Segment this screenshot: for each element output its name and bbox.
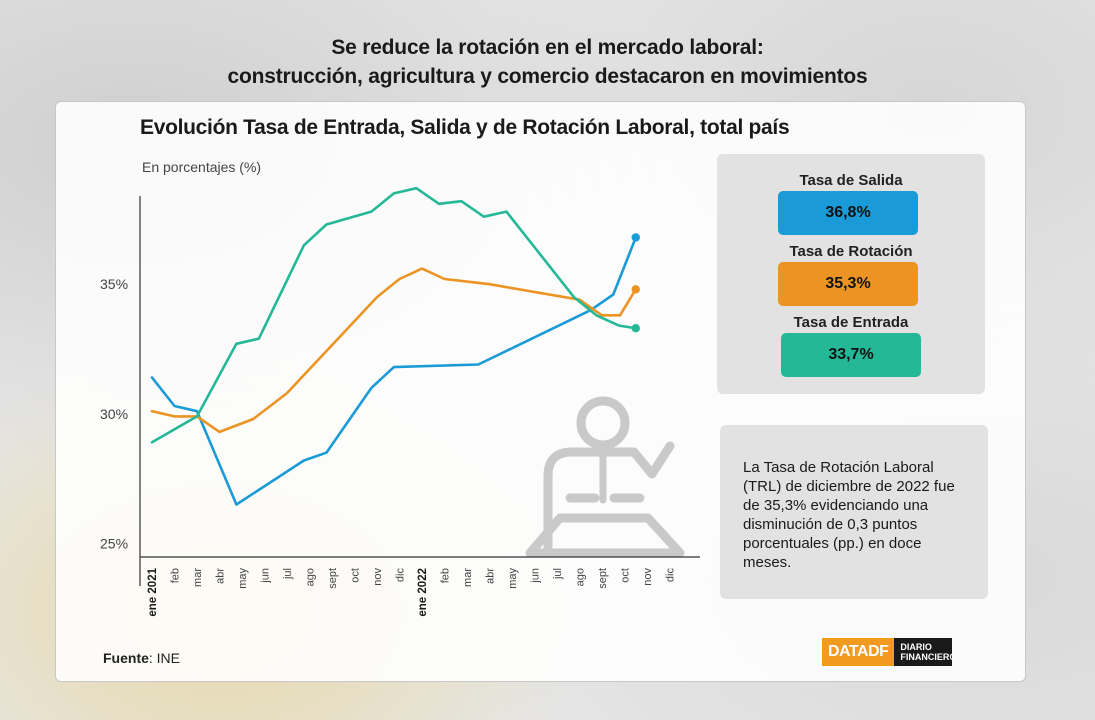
- x-tick-label: feb: [440, 568, 452, 583]
- worker-illustration-icon: [525, 396, 685, 558]
- brand-diario-line-1: DIARIO: [900, 642, 932, 652]
- page-title-line-1: Se reduce la rotación en el mercado labo…: [331, 36, 764, 59]
- x-tick-label: ago: [305, 568, 317, 586]
- x-tick-label: sept: [597, 568, 609, 589]
- series-end-point-salida: [631, 233, 640, 242]
- y-tick-label: 30%: [100, 406, 128, 422]
- x-tick-label: sept: [327, 568, 339, 589]
- y-tick-label: 25%: [100, 535, 128, 551]
- x-axis-labels: ene 2021 feb mar abr may jun jul ago sept oct nov d…: [147, 567, 677, 616]
- legend-entrada-title: Tasa de Entrada: [793, 314, 909, 331]
- legend-entrada-value: 33,7%: [781, 333, 921, 377]
- x-tick-label: may: [237, 568, 249, 589]
- series-end-point-rotacion: [631, 285, 640, 294]
- source-title: Fuente: [103, 650, 149, 666]
- series-line-entrada: [150, 186, 638, 444]
- x-tick-label: ene 2021: [147, 567, 159, 616]
- chart-title: Evolución Tasa de Entrada, Salida y de R…: [140, 116, 790, 139]
- x-tick-label: ago: [575, 568, 587, 586]
- x-tick-label: mar: [192, 568, 204, 587]
- x-tick-label: oct: [350, 568, 362, 583]
- x-tick-label: jun: [530, 568, 542, 584]
- x-tick-label: feb: [170, 568, 182, 583]
- x-tick-label: abr: [485, 568, 497, 584]
- source-label: Fuente: INE: [103, 650, 180, 666]
- chart-axes: [139, 196, 700, 586]
- brand-diario-financiero: DIARIO FINANCIERO: [894, 638, 957, 666]
- x-tick-label: ene 2022: [417, 568, 429, 617]
- x-tick-label: dic: [665, 568, 677, 583]
- legend-rotacion-title: Tasa de Rotación: [789, 243, 913, 260]
- legend-rotacion-value: 35,3%: [778, 262, 918, 306]
- note-panel: [720, 425, 988, 599]
- x-tick-label: oct: [620, 568, 632, 583]
- source-value: : INE: [148, 650, 181, 666]
- page-title-line-2: construcción, agricultura y comercio des…: [227, 65, 868, 88]
- series-end-point-entrada: [631, 324, 640, 333]
- y-axis-labels: 25% 30% 35%: [100, 276, 128, 551]
- series-line-salida: [150, 236, 638, 506]
- x-tick-label: nov: [642, 568, 654, 586]
- x-tick-label: jul: [282, 568, 294, 580]
- x-tick-label: nov: [372, 568, 384, 586]
- x-tick-label: abr: [215, 568, 227, 584]
- note-text: La Tasa de Rotación Laboral (TRL) de dic…: [743, 459, 955, 571]
- series-line-rotacion: [150, 267, 638, 434]
- x-tick-label: jul: [552, 568, 564, 580]
- legend-salida-value: 36,8%: [778, 191, 918, 235]
- brand-diario-line-2: FINANCIERO: [900, 652, 957, 662]
- unit-label: En porcentajes (%): [142, 159, 262, 175]
- x-tick-label: may: [507, 568, 519, 589]
- y-tick-label: 35%: [100, 276, 128, 292]
- x-tick-label: dic: [395, 568, 407, 583]
- brand-data-df: DATADF: [822, 638, 895, 666]
- series-lines: [150, 186, 640, 506]
- legend-salida-title: Tasa de Salida: [799, 172, 903, 189]
- brand-logo: DATADF DIARIO FINANCIERO: [822, 638, 957, 666]
- x-tick-label: mar: [462, 568, 474, 587]
- x-tick-label: jun: [260, 568, 272, 584]
